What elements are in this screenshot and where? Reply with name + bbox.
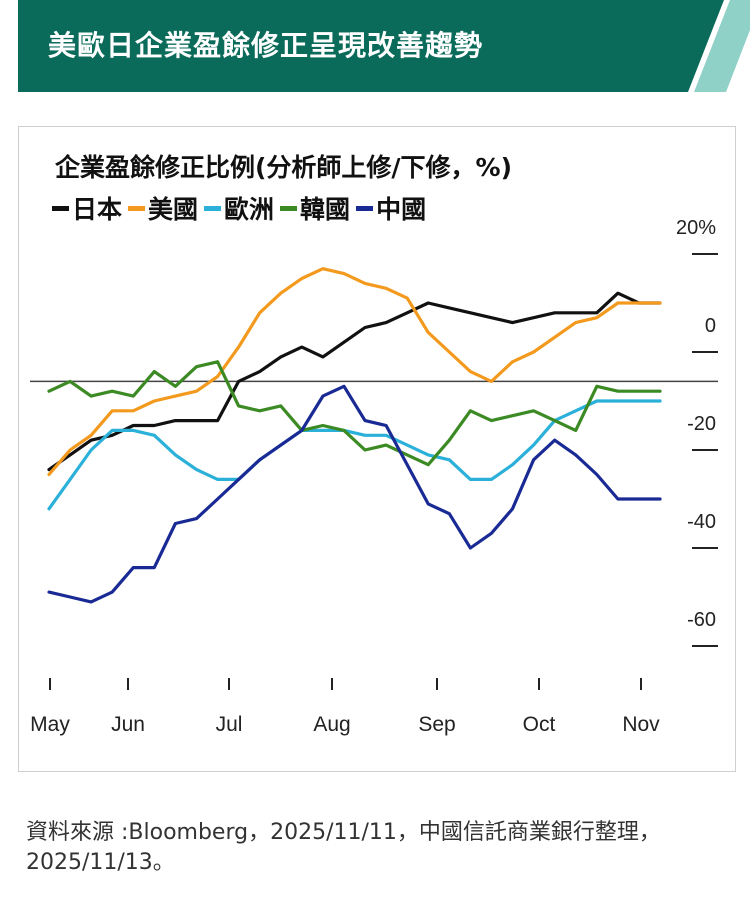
- legend-label: 日本: [72, 195, 123, 224]
- series-line: [47, 384, 662, 604]
- chart-title: 企業盈餘修正比例(分析師上修/下修，%): [55, 153, 513, 182]
- legend-label: 中國: [376, 195, 427, 224]
- banner-main-shape: [18, 0, 724, 92]
- x-tick-label: May: [30, 713, 70, 736]
- legend-swatch: [204, 205, 222, 211]
- x-tick-label: Jun: [111, 713, 145, 736]
- banner-background: [18, 0, 750, 92]
- x-tick-label: Oct: [523, 713, 556, 736]
- legend-item: 中國: [356, 190, 426, 226]
- x-tick-label: Sep: [418, 713, 455, 736]
- legend-item: 美國: [128, 190, 198, 226]
- series-line: [47, 360, 662, 467]
- x-tick-label: Nov: [622, 713, 660, 736]
- x-tick-label: Jul: [216, 713, 243, 736]
- series-line: [47, 267, 662, 477]
- legend-item: 韓國: [280, 190, 350, 226]
- legend-swatch: [280, 205, 298, 211]
- legend-label: 美國: [148, 195, 199, 224]
- chart-frame: [18, 126, 736, 772]
- series-line: [47, 291, 662, 472]
- legend-item: 歐洲: [204, 190, 274, 226]
- legend-swatch: [128, 205, 146, 211]
- y-tick-label: 20%: [676, 217, 716, 239]
- legend-swatch: [356, 205, 374, 211]
- x-tick-label: Aug: [313, 713, 350, 736]
- legend-label: 歐洲: [224, 195, 275, 224]
- legend-swatch: [52, 205, 69, 211]
- y-tick-label: -20: [687, 413, 716, 435]
- legend-label: 韓國: [300, 195, 351, 224]
- page-title: 美歐日企業盈餘修正呈現改善趨勢: [48, 29, 484, 62]
- title-banner: 美歐日企業盈餘修正呈現改善趨勢: [18, 0, 750, 92]
- banner-accent-stripe: [694, 0, 750, 92]
- y-tick-label: 0: [705, 315, 716, 337]
- legend-item: 日本: [52, 190, 122, 226]
- y-tick-label: -40: [687, 511, 716, 533]
- source-note: 資料來源 :Bloomberg，2025/11/11，中國信託商業銀行整理，20…: [26, 820, 661, 875]
- y-tick-label: -60: [687, 609, 716, 631]
- chart-legend: 日本 美國 歐洲 韓國 中國: [52, 190, 426, 226]
- series-line: [47, 399, 662, 511]
